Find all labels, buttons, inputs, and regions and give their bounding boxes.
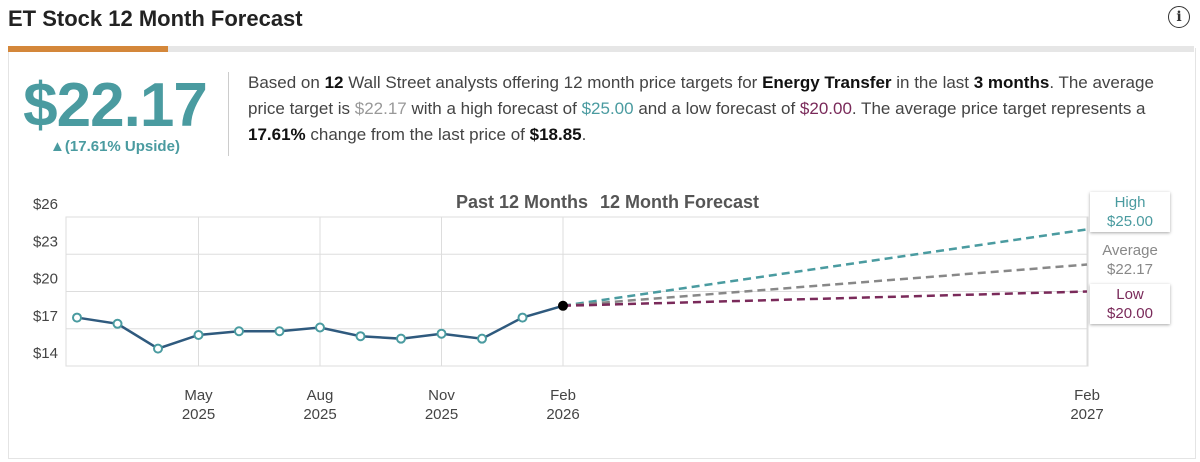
y-tick-label: $23 bbox=[33, 233, 58, 250]
forecast-label-value: $22.17 bbox=[1107, 261, 1153, 278]
x-tick-month: Feb bbox=[550, 387, 576, 404]
history-point bbox=[436, 328, 447, 339]
x-tick-year: 2025 bbox=[182, 406, 215, 423]
forecast-label-high: High $25.00 bbox=[1090, 192, 1170, 232]
forecast-description: Based on 12 Wall Street analysts offerin… bbox=[248, 73, 1154, 144]
history-point bbox=[477, 333, 487, 344]
forecast-label-name: Average bbox=[1102, 242, 1158, 259]
forecast-label-name: Low bbox=[1116, 286, 1144, 303]
history-point bbox=[274, 326, 285, 337]
x-tick-month: May bbox=[184, 387, 213, 404]
x-tick-month: Nov bbox=[428, 387, 455, 404]
divider bbox=[228, 72, 229, 156]
x-tick-year: 2027 bbox=[1070, 406, 1103, 423]
x-tick-month: Feb bbox=[1074, 387, 1100, 404]
info-icon[interactable]: i bbox=[1168, 6, 1190, 28]
x-tick-month: Aug bbox=[307, 387, 334, 404]
forecast-label-average: Average $22.17 bbox=[1090, 240, 1170, 280]
forecast-label-value: $25.00 bbox=[1107, 213, 1153, 230]
legend-past: Past 12 Months bbox=[456, 192, 588, 212]
x-tick-year: 2025 bbox=[425, 406, 458, 423]
upside-badge: ▲(17.61% Upside) bbox=[50, 138, 180, 155]
forecast-line-low bbox=[562, 290, 1088, 308]
history-point bbox=[72, 312, 82, 323]
tab-bar bbox=[8, 46, 1194, 52]
history-point bbox=[193, 329, 204, 340]
forecast-line-high bbox=[562, 228, 1088, 308]
forecast-label-name: High bbox=[1114, 194, 1146, 211]
forecast-line-average bbox=[562, 263, 1088, 308]
history-point bbox=[396, 333, 406, 344]
page-title: ET Stock 12 Month Forecast bbox=[8, 6, 303, 31]
history-point bbox=[153, 343, 163, 354]
history-point bbox=[112, 318, 123, 329]
last-price-point bbox=[558, 300, 568, 311]
history-point bbox=[355, 331, 366, 342]
average-price-target: $22.17 bbox=[23, 71, 208, 140]
y-tick-label: $14 bbox=[33, 345, 58, 362]
forecast-label-value: $20.00 bbox=[1107, 305, 1153, 322]
forecast-card bbox=[8, 48, 1196, 459]
y-tick-label: $26 bbox=[33, 196, 58, 213]
history-point bbox=[234, 326, 244, 337]
legend-forecast: 12 Month Forecast bbox=[600, 192, 759, 212]
tab-indicator bbox=[8, 46, 168, 52]
y-tick-label: $20 bbox=[33, 271, 58, 288]
x-tick-year: 2025 bbox=[303, 406, 336, 423]
history-point bbox=[315, 322, 325, 333]
y-tick-label: $17 bbox=[33, 308, 58, 325]
history-point bbox=[517, 312, 528, 323]
forecast-label-low: Low $20.00 bbox=[1090, 284, 1170, 324]
x-tick-year: 2026 bbox=[546, 406, 579, 423]
